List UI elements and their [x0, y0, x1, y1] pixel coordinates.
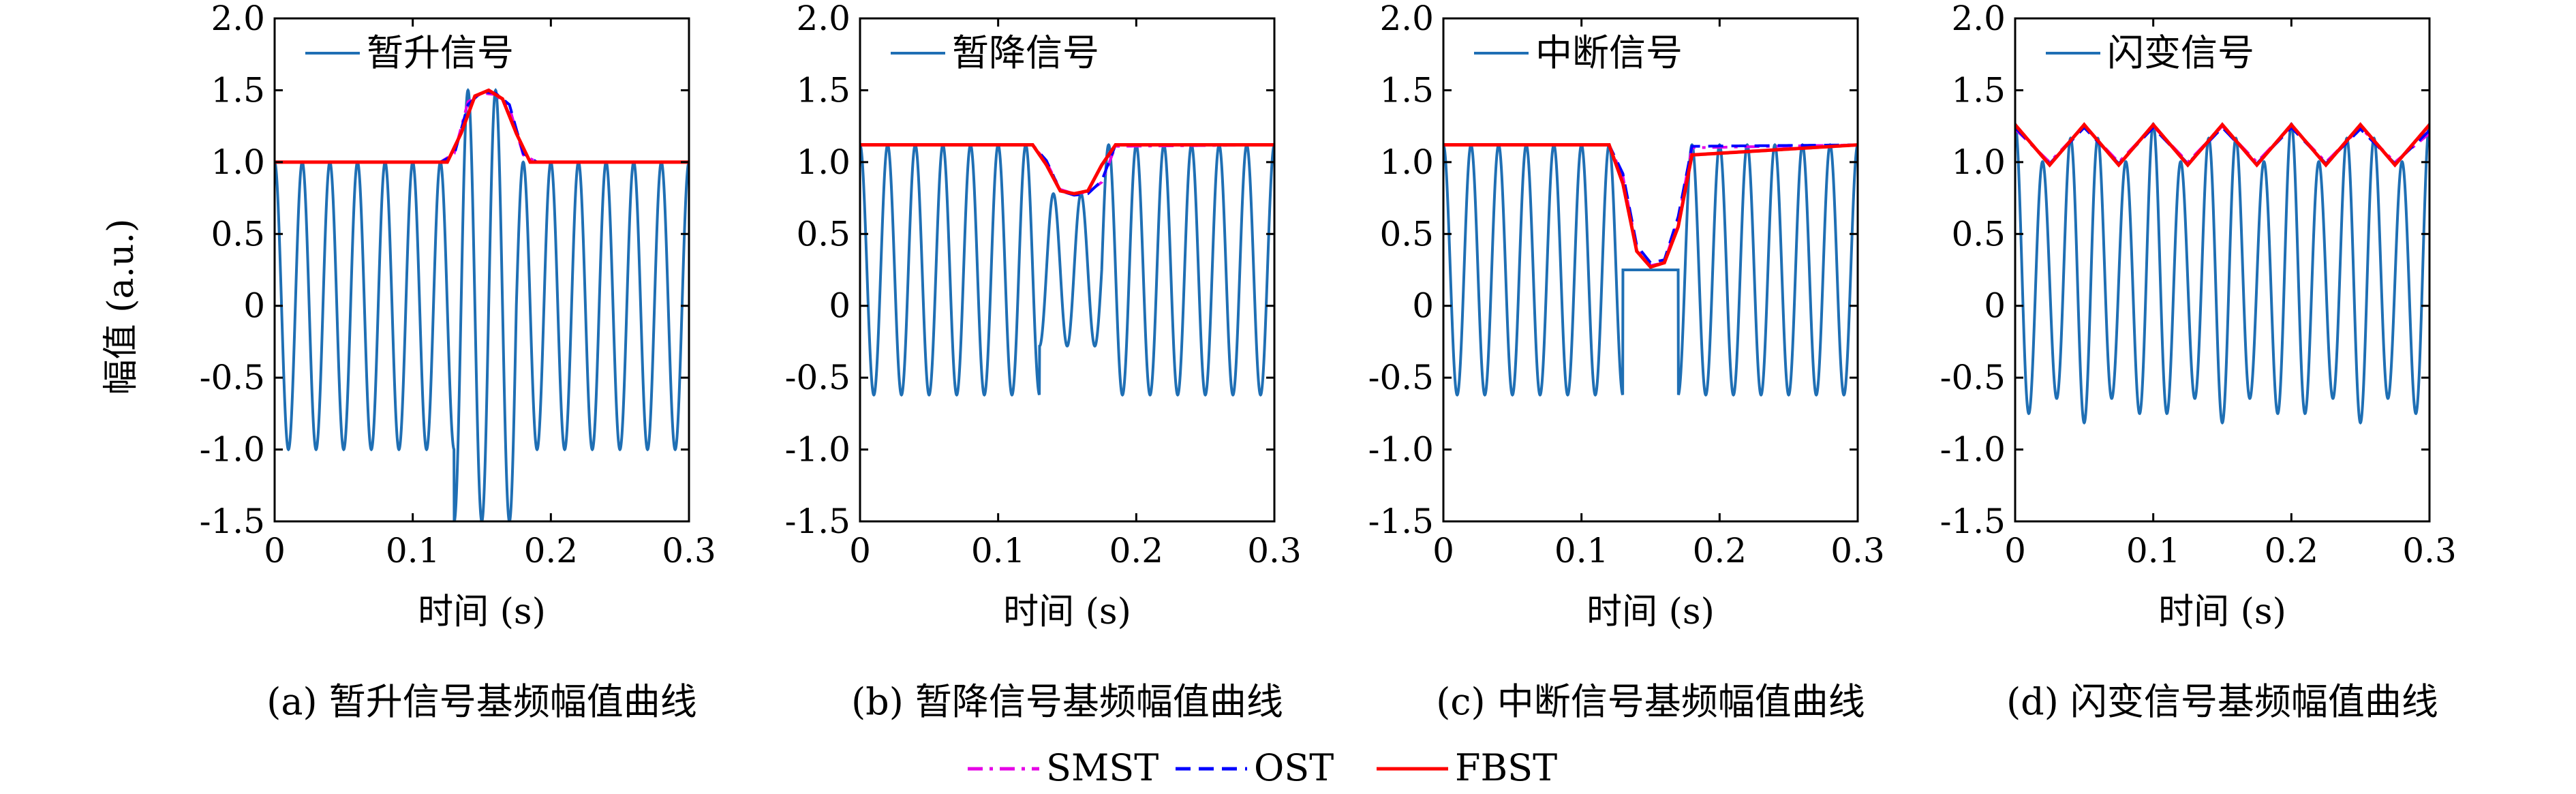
- y-tick-label: 1.0: [211, 142, 265, 182]
- y-tick-label: -1.0: [1940, 430, 2006, 470]
- y-tick-label: -0.5: [1940, 358, 2006, 397]
- plot-frame: [273, 17, 690, 523]
- x-tick-label: 0.2: [524, 531, 579, 570]
- y-tick-label: 1.5: [211, 70, 265, 110]
- x-tick-label: 0.1: [386, 531, 440, 570]
- y-tick-label: 1.0: [796, 142, 850, 182]
- y-tick-label: 1.0: [1379, 142, 1434, 182]
- subfigure-caption: (a) 暂升信号基频幅值曲线: [266, 680, 697, 723]
- legend-label-signal: 中断信号: [1535, 31, 1683, 74]
- x-axis-label: 时间 (s): [2158, 592, 2286, 632]
- x-tick-label: 0: [2004, 531, 2026, 570]
- y-tick-label: 2.0: [796, 0, 850, 38]
- y-tick-label: 1.5: [1379, 70, 1434, 110]
- legend-label-smst: SMST: [1046, 746, 1159, 789]
- signal-waveform: [1443, 143, 1858, 397]
- series-fbst: [860, 143, 1274, 196]
- x-axis-label: 时间 (s): [1586, 592, 1715, 632]
- y-tick-label: 0.5: [1951, 214, 2006, 254]
- x-tick-label: 0.3: [662, 531, 716, 570]
- y-tick-label: -1.0: [1368, 430, 1434, 470]
- x-tick-label: 0.1: [1554, 531, 1609, 570]
- x-tick-label: 0.2: [2265, 531, 2319, 570]
- series-fbst: [2015, 122, 2429, 168]
- plot-frame: [1442, 17, 1859, 523]
- y-tick-label: -1.5: [1940, 502, 2006, 541]
- subfigure-caption: (d) 闪变信号基频幅值曲线: [2006, 680, 2438, 723]
- subplot-b: 2.01.51.00.50-0.5-1.0-1.50 0.1 0.2 0.3时间 (s…: [785, 0, 1302, 723]
- x-axis-label: 时间 (s): [418, 592, 546, 632]
- x-tick-label: 0.3: [2402, 531, 2457, 570]
- y-tick-label: 1.5: [796, 70, 850, 110]
- subfigure-caption: (c) 中断信号基频幅值曲线: [1436, 680, 1865, 723]
- subplot-d: 2.01.51.00.50-0.5-1.0-1.50 0.1 0.2 0.3时间 (s…: [1940, 0, 2457, 723]
- x-tick-label: 0.3: [1247, 531, 1302, 570]
- y-tick-label: 0.5: [796, 214, 850, 254]
- legend-label-signal: 闪变信号: [2107, 31, 2254, 74]
- series-ost: [2015, 125, 2429, 166]
- legend-label-signal: 暂降信号: [952, 31, 1099, 74]
- series-smst: [275, 91, 689, 164]
- y-tick-label: 1.0: [1951, 142, 2006, 182]
- y-tick-label: 0.5: [211, 214, 265, 254]
- y-axis-label: 幅值 (a.u.): [101, 219, 142, 395]
- y-tick-label: 1.5: [1951, 70, 2006, 110]
- x-tick-label: 0.2: [1693, 531, 1747, 570]
- y-tick-label: -1.5: [200, 502, 265, 541]
- x-tick-label: 0.2: [1109, 531, 1164, 570]
- y-tick-label: 0: [829, 286, 850, 326]
- subfigure-caption: (b) 暂降信号基频幅值曲线: [851, 680, 1283, 723]
- x-tick-label: 0: [849, 531, 871, 570]
- y-tick-label: -1.5: [1368, 502, 1434, 541]
- series-ost: [860, 143, 1274, 197]
- legend-label-fbst: FBST: [1455, 746, 1557, 789]
- y-tick-label: -0.5: [1368, 358, 1434, 397]
- x-tick-label: 0.1: [2126, 531, 2181, 570]
- y-tick-label: 0: [243, 286, 265, 326]
- plot-frame: [2014, 17, 2431, 523]
- y-tick-label: -0.5: [200, 358, 265, 397]
- series-ost: [275, 90, 689, 164]
- signal-waveform: [2015, 122, 2429, 425]
- legend-label-signal: 暂升信号: [367, 31, 514, 74]
- y-tick-label: -0.5: [785, 358, 850, 397]
- subplot-panels: 2.01.51.00.50-0.5-1.0-1.50 0.1 0.2 0.3时间 (s…: [200, 0, 2457, 723]
- x-tick-label: 0: [1432, 531, 1454, 570]
- series-fbst: [275, 88, 689, 164]
- y-tick-label: 2.0: [211, 0, 265, 38]
- y-tick-label: 2.0: [1379, 0, 1434, 38]
- x-tick-label: 0.1: [971, 531, 1026, 570]
- signal-waveform: [860, 143, 1274, 397]
- y-tick-label: -1.5: [785, 502, 850, 541]
- y-tick-label: 0.5: [1379, 214, 1434, 254]
- y-tick-label: 2.0: [1951, 0, 2006, 38]
- y-tick-label: -1.0: [200, 430, 265, 470]
- legend-label-ost: OST: [1254, 746, 1334, 789]
- series-fbst: [1443, 143, 1858, 269]
- signal-waveform: [275, 88, 689, 521]
- x-axis-label: 时间 (s): [1003, 592, 1131, 632]
- series-ost: [1443, 143, 1858, 264]
- x-tick-label: 0: [264, 531, 286, 570]
- y-tick-label: -1.0: [785, 430, 850, 470]
- plot-frame: [859, 17, 1276, 523]
- subplot-a: 2.01.51.00.50-0.5-1.0-1.50 0.1 0.2 0.3时间 (s…: [200, 0, 716, 723]
- x-tick-label: 0.3: [1830, 531, 1885, 570]
- series-smst: [860, 143, 1274, 196]
- subplot-c: 2.01.51.00.50-0.5-1.0-1.50 0.1 0.2 0.3时间 (s…: [1368, 0, 1885, 723]
- y-tick-label: 0: [1412, 286, 1434, 326]
- bottom-legend: SMST OST FBST: [968, 746, 1557, 789]
- y-tick-label: 0: [1984, 286, 2006, 326]
